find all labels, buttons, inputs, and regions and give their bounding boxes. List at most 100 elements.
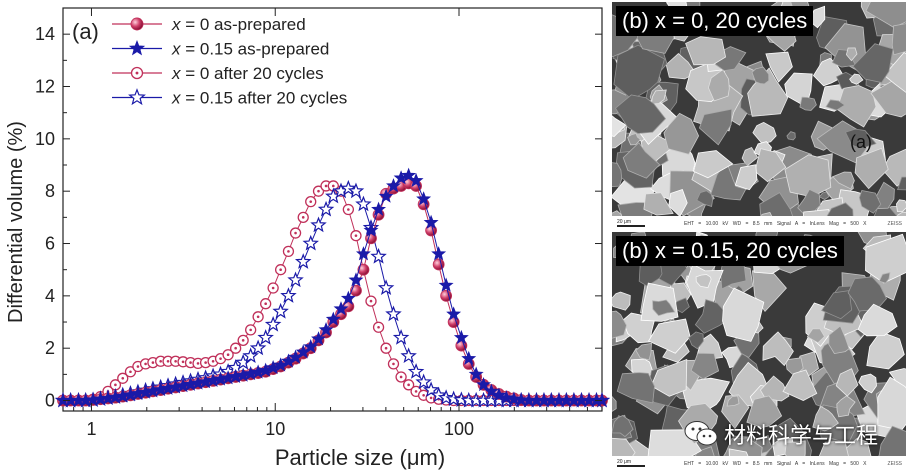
data-point-dot	[196, 362, 200, 365]
data-point-dot	[414, 390, 418, 393]
data-point	[437, 389, 455, 405]
data-point-dot	[129, 370, 132, 374]
data-point	[257, 329, 274, 345]
particle	[612, 291, 631, 311]
data-point-dot	[354, 234, 358, 237]
particle	[668, 188, 688, 218]
data-point	[117, 372, 129, 384]
data-point-dot	[392, 362, 395, 366]
data-point-dot	[407, 383, 410, 387]
data-point	[440, 289, 453, 302]
data-point	[128, 88, 146, 106]
data-point	[340, 290, 356, 305]
data-point-dot	[309, 200, 313, 203]
data-point	[461, 350, 477, 366]
data-point	[305, 195, 317, 208]
particle	[612, 162, 623, 187]
data-point	[392, 329, 410, 345]
watermark: 材料科学与工程	[684, 418, 878, 450]
particle	[746, 395, 783, 428]
x-tick-label: 100	[444, 419, 474, 439]
particle	[635, 342, 652, 361]
data-point	[272, 302, 289, 319]
sem-image-bottom: (b) x = 0.15, 20 cycles 20 μm EHT = 10.0…	[612, 232, 906, 470]
particle	[854, 147, 889, 190]
sem-bottom-label: (b) x = 0.15, 20 cycles	[616, 236, 844, 266]
data-point	[498, 390, 514, 405]
data-point	[252, 311, 264, 323]
particle	[693, 150, 734, 179]
data-point-dot	[166, 359, 170, 363]
particle	[858, 373, 877, 394]
particle	[688, 331, 704, 350]
data-point	[423, 214, 439, 229]
particle	[614, 94, 667, 134]
data-point	[317, 200, 335, 217]
particle	[650, 89, 667, 105]
particle	[613, 44, 665, 100]
data-point	[274, 264, 287, 276]
legend: x = 0 as-prepared x = 0.15 as-prepared x =…	[112, 15, 347, 108]
data-point	[355, 195, 372, 212]
data-point	[407, 363, 425, 379]
data-point	[370, 247, 387, 264]
data-point	[408, 172, 424, 188]
series-1	[55, 167, 610, 407]
particle	[897, 176, 906, 191]
data-point-dot	[399, 375, 403, 379]
data-point-dot	[136, 365, 140, 368]
data-point-dot	[151, 361, 155, 364]
y-tick-label: 8	[45, 181, 55, 201]
data-point-dot	[294, 231, 297, 235]
particle	[747, 67, 789, 117]
plot-frame	[62, 7, 603, 412]
data-point	[230, 342, 242, 354]
particle	[663, 112, 700, 155]
series-3	[54, 179, 611, 408]
data-point	[415, 373, 432, 390]
data-point	[372, 321, 385, 333]
sem-top-label: (b) x = 0, 20 cycles	[616, 6, 814, 36]
instrument-logo: ZEISS	[887, 221, 902, 227]
legend-entry: x = 0.15 as-prepared	[112, 40, 329, 59]
legend-label: x = 0 after 20 cycles	[171, 64, 324, 83]
data-point	[402, 379, 415, 391]
data-point	[282, 245, 295, 258]
data-point	[446, 306, 462, 321]
data-point-dot	[331, 184, 335, 188]
data-point	[355, 246, 371, 261]
data-point	[416, 191, 432, 206]
data-point-dot	[384, 346, 388, 350]
data-point	[513, 392, 529, 407]
data-point	[310, 216, 327, 233]
data-point-dot	[422, 393, 425, 397]
particle	[734, 164, 758, 191]
data-point	[380, 342, 392, 354]
legend-label: x = 0 as-prepared	[171, 15, 306, 34]
particle	[690, 352, 720, 380]
particle	[650, 358, 688, 397]
particle	[844, 128, 877, 149]
particle	[762, 331, 794, 367]
particle	[754, 148, 787, 183]
sem-acquisition-info: EHT = 10.00 kV WD = 8.5 mm Signal A = In…	[684, 461, 867, 467]
y-tick-label: 14	[35, 24, 55, 44]
data-point	[340, 179, 357, 196]
data-point	[260, 298, 272, 310]
sem-top-inset-label: (a)	[850, 132, 872, 152]
legend-label: x = 0.15 as-prepared	[171, 40, 329, 59]
data-point-dot	[189, 361, 192, 364]
data-point	[350, 230, 362, 242]
particle	[616, 372, 655, 404]
particle	[866, 331, 905, 370]
data-point	[294, 253, 312, 269]
data-point	[287, 271, 304, 288]
scale-bar-label: 20 μm	[617, 219, 631, 225]
particle	[828, 325, 850, 355]
data-point	[289, 227, 302, 239]
particle	[685, 36, 727, 66]
scale-bar	[617, 465, 645, 467]
data-point	[385, 305, 402, 322]
data-point	[357, 263, 370, 276]
